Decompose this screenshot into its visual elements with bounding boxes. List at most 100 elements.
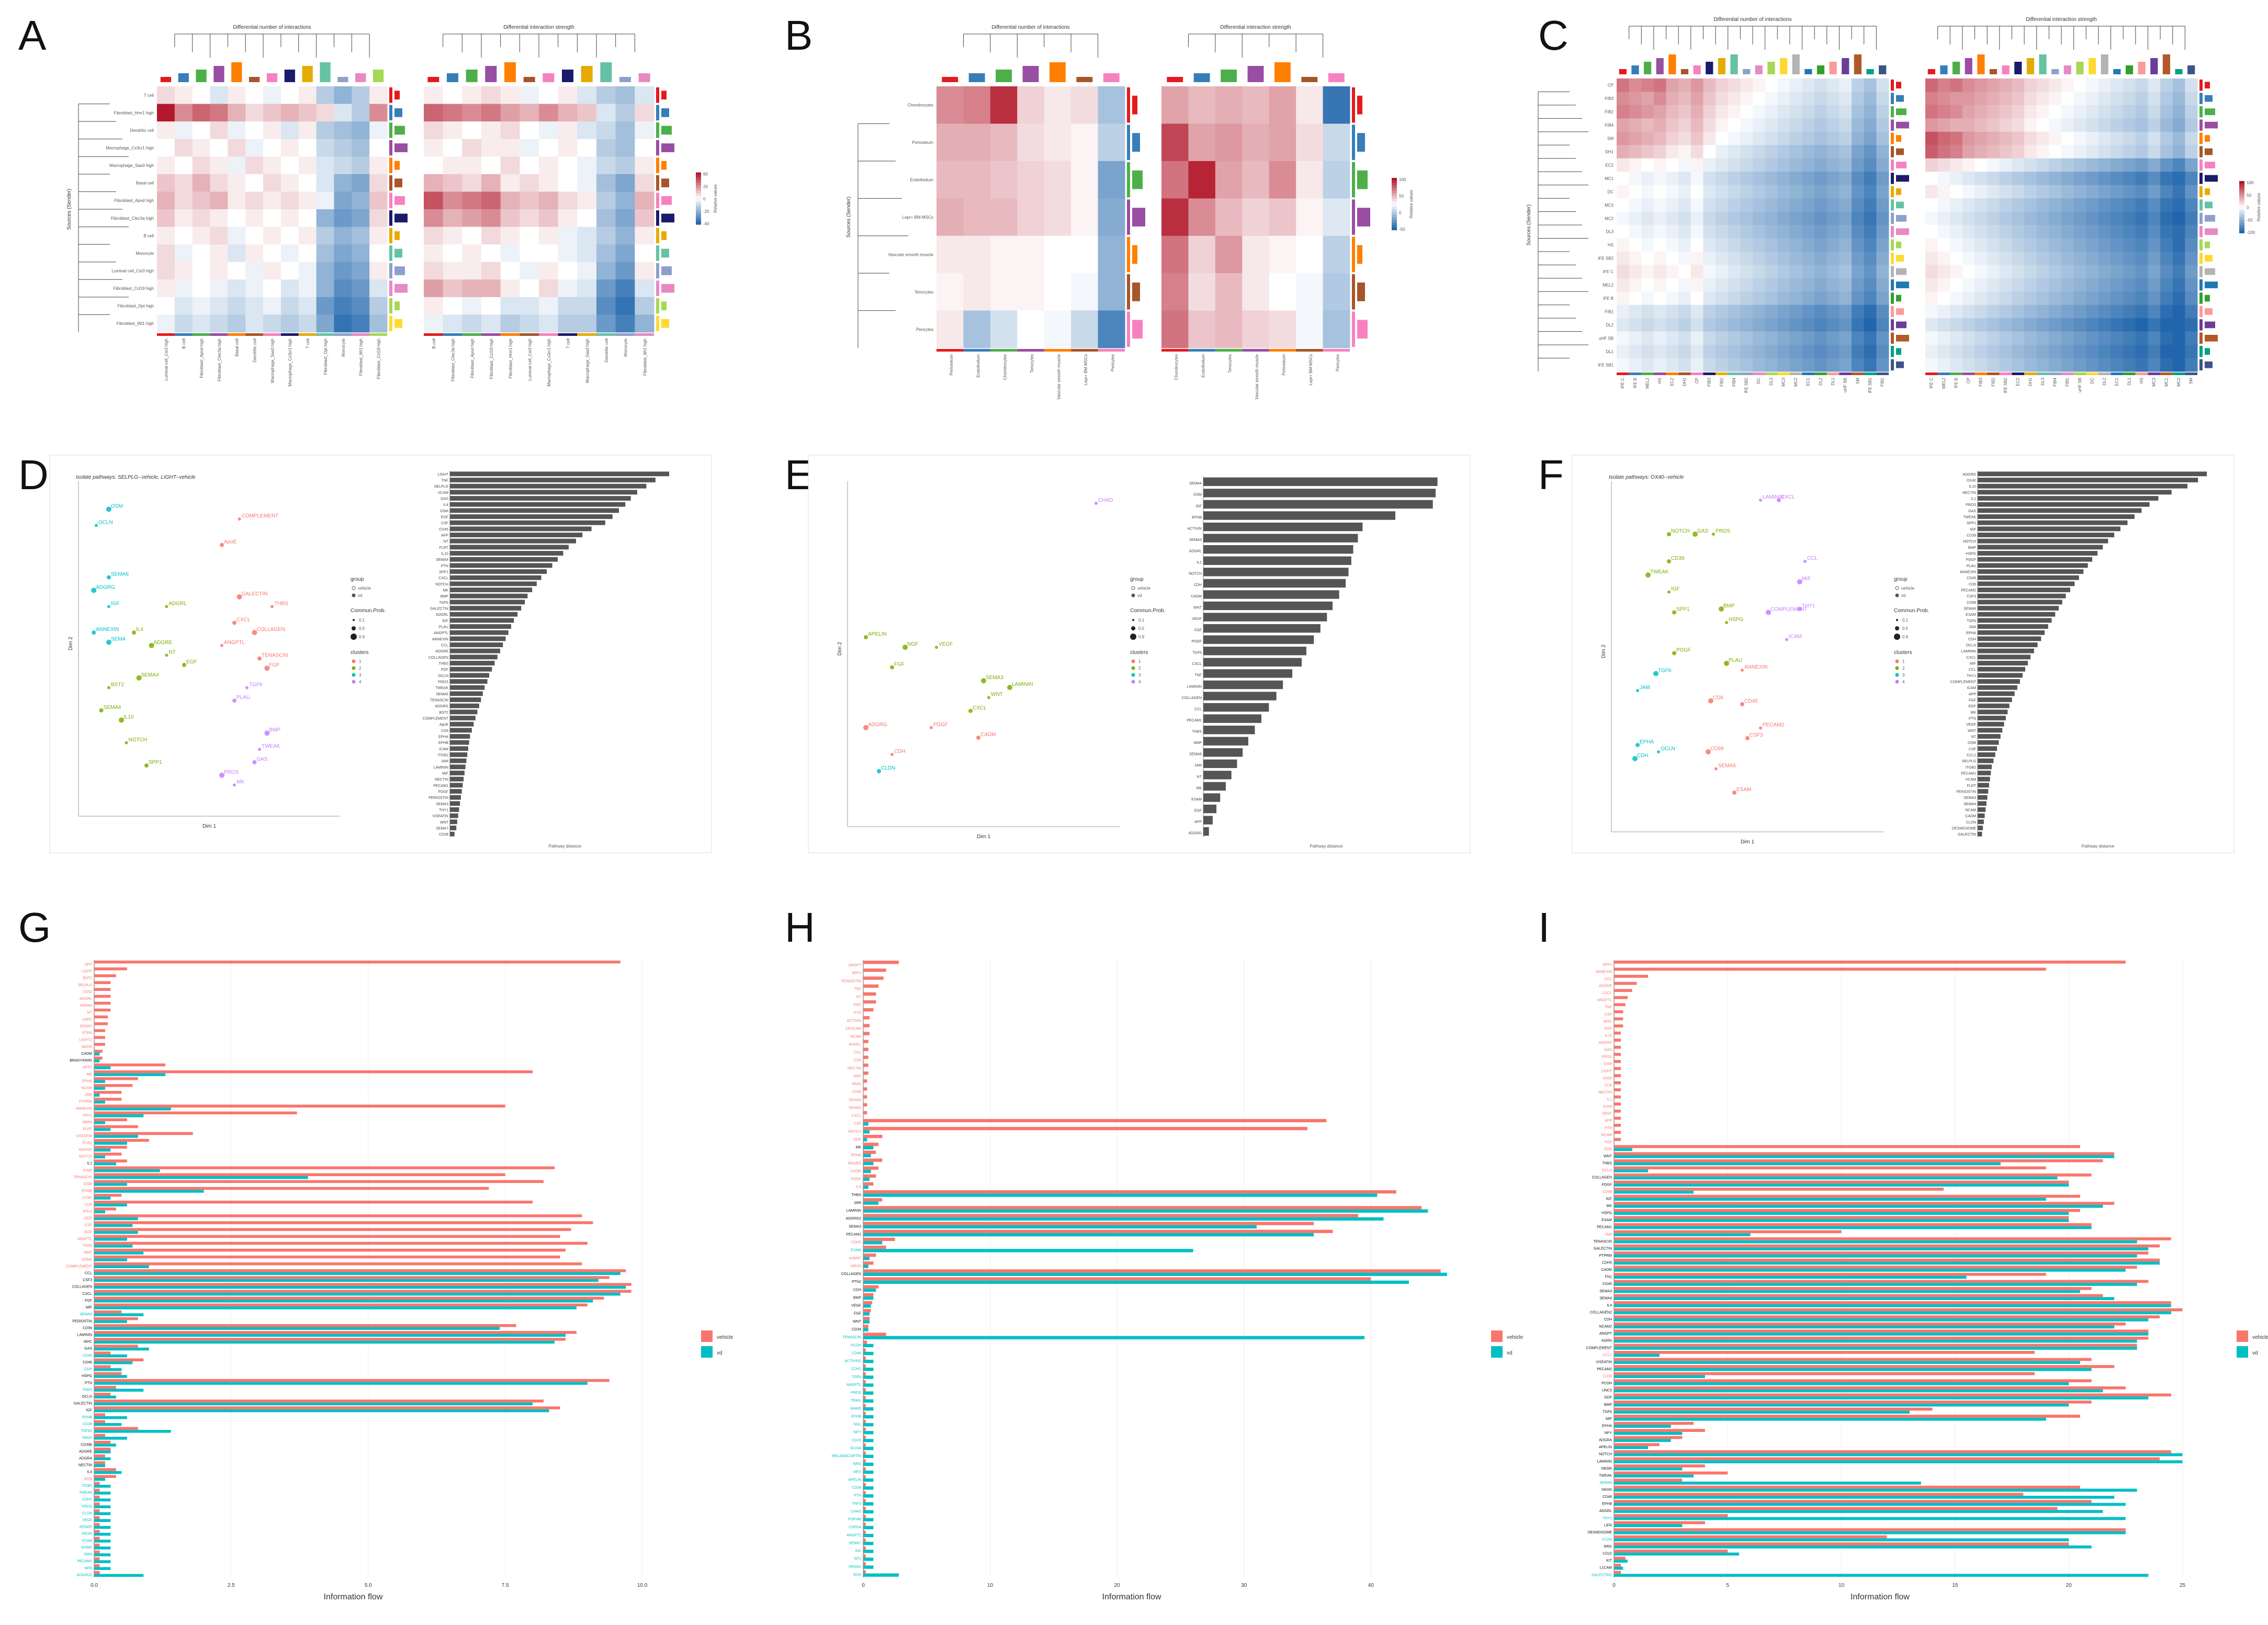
heatmap-cell bbox=[1765, 358, 1778, 372]
heatmap-cell bbox=[1864, 331, 1877, 345]
distance-bar bbox=[1978, 533, 2115, 537]
heatmap-cell bbox=[1876, 358, 1889, 372]
heatmap-cell bbox=[1242, 310, 1270, 348]
heatmap-cell bbox=[157, 227, 175, 245]
col-color-strip bbox=[1789, 373, 1802, 375]
legend-swatch bbox=[696, 198, 701, 201]
point-label: SEMA3 bbox=[986, 675, 1003, 681]
bar-vehicle bbox=[94, 1118, 127, 1122]
heatmap-cell bbox=[2135, 291, 2148, 306]
legend-swatch bbox=[2239, 225, 2244, 228]
bar-vd bbox=[94, 1361, 133, 1364]
heatmap-cell bbox=[1703, 318, 1716, 332]
distance-bar-label: OSM bbox=[1193, 493, 1202, 497]
category-label: ANGPT bbox=[849, 964, 862, 967]
distance-bar-label: SELPLG bbox=[1962, 760, 1976, 763]
scatter-point bbox=[935, 646, 938, 649]
barplot-layer: 0.0 2.5 5.0 7.5 10.0APPLIGHTBST2SELPLGCD52AD… bbox=[66, 960, 2268, 1601]
heatmap-cell bbox=[1703, 145, 1716, 159]
heatmap-cell bbox=[1962, 345, 1976, 359]
distance-bar-label: VEGF bbox=[1192, 617, 1202, 621]
category-label: CSF3 bbox=[83, 1279, 92, 1282]
bar-vd bbox=[94, 1389, 144, 1392]
heatmap-cell bbox=[2098, 345, 2112, 359]
scatter-point bbox=[220, 644, 223, 647]
bar-vehicle bbox=[1614, 981, 1637, 985]
category-label: CADM bbox=[850, 1169, 861, 1173]
row-color-strip bbox=[656, 122, 659, 138]
category-label: ADGRG2 bbox=[76, 1573, 92, 1577]
row-color-strip bbox=[1127, 162, 1130, 198]
bar-vd bbox=[863, 1193, 1378, 1197]
heatmap-cell bbox=[280, 139, 299, 157]
point-label: TWEAK bbox=[1650, 569, 1669, 575]
heatmap-cell bbox=[2111, 225, 2124, 239]
heatmap-cell bbox=[1802, 211, 1815, 225]
col-color-strip bbox=[1716, 373, 1728, 375]
heatmap-cell bbox=[1987, 304, 2000, 319]
heatmap-cell bbox=[1864, 118, 1877, 132]
distance-bar bbox=[450, 721, 474, 727]
bar-vehicle bbox=[863, 984, 879, 988]
category-label: CD52 bbox=[83, 990, 92, 994]
row-sum-bar bbox=[1896, 215, 1906, 222]
bar-vd bbox=[94, 1340, 555, 1344]
bar-vd bbox=[863, 1494, 874, 1498]
bar-vehicle bbox=[94, 995, 111, 998]
heatmap-cell bbox=[2111, 198, 2124, 212]
distance-bar-label: TGFb bbox=[1967, 619, 1976, 623]
legend-size-marker bbox=[1132, 619, 1134, 621]
bar-vehicle bbox=[1614, 1124, 1621, 1127]
heatmap-cell bbox=[2185, 265, 2198, 279]
distance-bar-label: OCLN bbox=[438, 674, 448, 678]
heatmap-cell bbox=[1728, 198, 1741, 212]
category-label: TNF2 bbox=[852, 1502, 862, 1506]
heatmap-cell bbox=[1925, 92, 1938, 106]
heatmap-cell bbox=[1703, 278, 1716, 292]
heatmap-cell bbox=[1974, 185, 1988, 199]
heatmap-cell bbox=[1925, 78, 1938, 92]
x-tick-label: 0 bbox=[862, 1583, 865, 1588]
bar-vd bbox=[1614, 1155, 2115, 1158]
bar-vd bbox=[1614, 1353, 1660, 1357]
bar-vehicle bbox=[1614, 1095, 1621, 1099]
heatmap-cell bbox=[1653, 304, 1667, 319]
legend-cluster-marker bbox=[1131, 680, 1135, 684]
heatmap-cell bbox=[1666, 172, 1679, 186]
row-sum-bar bbox=[2205, 281, 2218, 288]
heatmap-cell bbox=[1716, 291, 1729, 306]
heatmap-cell bbox=[2123, 251, 2136, 265]
heatmap-cell bbox=[1789, 238, 1803, 252]
heatmap-cell bbox=[635, 121, 655, 140]
point-label: GAS bbox=[1697, 528, 1708, 534]
heatmap-cell bbox=[1653, 225, 1667, 239]
distance-bar-label: SEMA6 bbox=[1189, 753, 1202, 757]
bar-vd bbox=[1614, 1339, 2137, 1343]
heatmap-cell bbox=[1716, 278, 1729, 292]
point-label: EPHA bbox=[1640, 739, 1654, 745]
category-label: EPHB bbox=[1602, 1503, 1612, 1506]
heatmap-cell bbox=[174, 314, 193, 333]
distance-bar bbox=[1978, 801, 1987, 806]
category-label: PCDH bbox=[1601, 1382, 1612, 1385]
heatmap-cell bbox=[2061, 145, 2074, 159]
heatmap-cell bbox=[2098, 251, 2112, 265]
col-label: Fibroblast_Apod high bbox=[470, 338, 475, 378]
row-color-strip bbox=[1891, 159, 1894, 171]
heatmap-cell bbox=[1740, 304, 1753, 319]
heatmap-cell bbox=[352, 156, 370, 175]
row-label: DL3 bbox=[1606, 230, 1613, 234]
bar-vehicle bbox=[94, 1125, 138, 1129]
bar-vd bbox=[863, 1249, 1193, 1252]
heatmap-cell bbox=[2098, 211, 2112, 225]
bar-vehicle bbox=[863, 1325, 868, 1328]
bar-vehicle bbox=[1614, 1266, 2137, 1269]
heatmap-cell bbox=[2172, 118, 2185, 132]
bar-vd bbox=[1614, 1403, 2069, 1407]
category-label: PARs bbox=[852, 1082, 862, 1086]
heatmap-cell bbox=[1876, 238, 1889, 252]
heatmap-cell bbox=[1641, 92, 1654, 106]
heatmap-cell bbox=[424, 86, 444, 105]
heatmap-cell bbox=[635, 209, 655, 228]
row-color-strip bbox=[2199, 159, 2203, 171]
